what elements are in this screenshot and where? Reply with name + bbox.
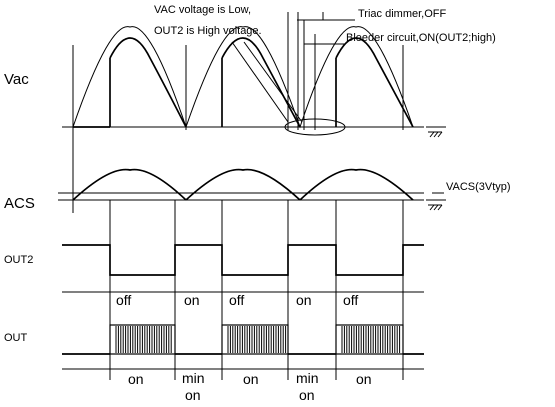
annotation-triac: Triac dimmer,OFF	[358, 8, 446, 20]
out-pulse-hatching	[115, 326, 401, 353]
out2-state-3: off	[229, 292, 244, 308]
vac-label: Vac	[4, 71, 29, 88]
out-state-2-line1: min	[182, 370, 205, 386]
out2-waveform	[62, 244, 424, 293]
acs-waveform	[58, 168, 446, 211]
annotation-leaders	[231, 12, 444, 194]
out2-state-4: on	[296, 292, 312, 308]
out-state-2-line2: on	[185, 387, 201, 403]
out2-state-1: off	[116, 292, 131, 308]
out2-state-2: on	[184, 292, 200, 308]
out-state-5: on	[356, 371, 372, 387]
acs-label: ACS	[4, 195, 35, 212]
annotation-bleeder: Bleeder circuit,ON(OUT2;high)	[346, 32, 496, 44]
vac-waveform	[62, 26, 446, 138]
out-label: OUT	[4, 332, 28, 344]
out-state-4-line2: on	[299, 387, 315, 403]
out-state-4-line1: min	[296, 370, 319, 386]
out2-state-5: off	[343, 292, 358, 308]
out2-label: OUT2	[4, 254, 33, 266]
out-state-3: on	[243, 371, 259, 387]
out-waveform	[62, 324, 424, 370]
annotation-vacs: VACS(3Vtyp)	[446, 181, 511, 193]
out-state-1: on	[128, 371, 144, 387]
annotation-vac-low-line1: VAC voltage is Low,	[154, 4, 251, 16]
